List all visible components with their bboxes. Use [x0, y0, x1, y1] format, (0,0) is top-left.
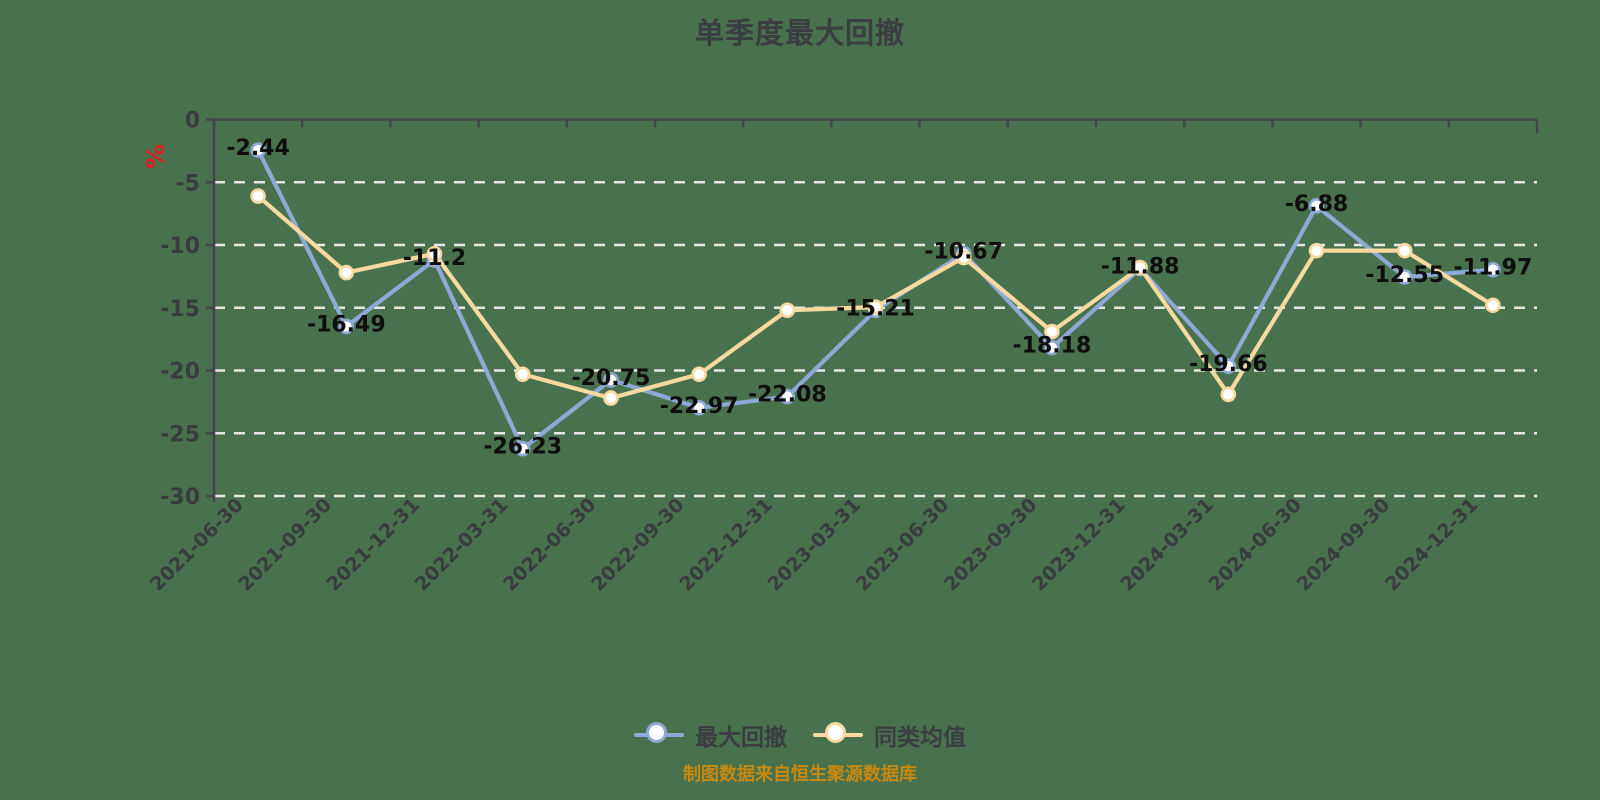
- data-point: [1396, 242, 1413, 259]
- data-label: -18.18: [1013, 334, 1092, 359]
- y-axis-label: 0: [185, 109, 200, 134]
- data-point: [867, 299, 884, 315]
- data-point: [250, 188, 266, 204]
- data-point: [514, 440, 531, 457]
- data-point: [1220, 358, 1237, 375]
- legend-line-marker-icon: [813, 720, 863, 750]
- data-label: -26.23: [483, 435, 562, 460]
- y-axis-label: -25: [160, 422, 200, 447]
- x-axis-label: 2022-06-30: [499, 494, 601, 596]
- chart-title: 单季度最大回撤: [694, 16, 905, 50]
- data-point: [779, 388, 796, 405]
- data-point: [691, 366, 707, 383]
- x-axis-label: 2023-06-30: [852, 494, 954, 596]
- y-axis-label: -5: [176, 171, 200, 196]
- data-point: [1044, 323, 1060, 340]
- legend-line-marker-icon: [634, 720, 684, 750]
- y-axis-label: -30: [160, 485, 200, 510]
- data-label: -19.66: [1189, 352, 1268, 377]
- x-axis-label: 2024-03-31: [1116, 494, 1218, 596]
- x-axis-label: 2022-12-31: [675, 494, 777, 596]
- x-axis-label: 2024-09-30: [1293, 494, 1395, 596]
- x-axis-label: 2021-09-30: [234, 494, 336, 596]
- chart-legend: 最大回撤 同类均值: [0, 718, 1600, 752]
- legend-item-category-average[interactable]: 同类均值: [813, 718, 966, 752]
- y-axis-label: -15: [160, 297, 200, 322]
- x-axis-label: 2022-03-31: [411, 494, 513, 596]
- data-label: -10.67: [924, 239, 1003, 264]
- data-source-note: 制图数据来自恒生聚源数据库: [683, 764, 917, 785]
- data-label: -11.88: [1101, 255, 1180, 280]
- data-point: [1396, 269, 1413, 285]
- data-point: [779, 302, 796, 319]
- legend-dot: [646, 722, 667, 743]
- data-point: [338, 264, 355, 281]
- data-point: [1044, 339, 1060, 356]
- x-axis-label: 2022-09-30: [587, 494, 689, 596]
- data-point: [250, 142, 266, 158]
- x-axis-label: 2024-12-31: [1381, 494, 1483, 596]
- data-point: [1308, 198, 1325, 214]
- data-point: [603, 372, 619, 388]
- x-axis-label: 2021-12-31: [323, 494, 425, 596]
- data-label: -6.88: [1285, 192, 1348, 217]
- data-point: [1485, 297, 1501, 314]
- data-label: -11.97: [1454, 256, 1533, 281]
- data-label: -2.44: [226, 136, 289, 161]
- x-axis-label: 2023-12-31: [1028, 494, 1130, 596]
- data-point: [426, 245, 443, 262]
- data-label: -11.2: [403, 246, 466, 271]
- data-point: [514, 366, 531, 383]
- data-point: [1220, 386, 1237, 403]
- x-axis-label: 2023-09-30: [940, 494, 1042, 596]
- x-axis-label: 2023-03-31: [764, 494, 866, 596]
- data-point: [1485, 261, 1501, 278]
- y-axis-label: -10: [160, 234, 200, 259]
- data-label: -20.75: [572, 366, 651, 391]
- data-label: -22.97: [660, 394, 739, 419]
- legend-label: 最大回撤: [695, 725, 787, 751]
- legend-item-max-drawdown[interactable]: 最大回撤: [634, 718, 787, 752]
- data-point: [1308, 242, 1325, 259]
- data-label: -22.08: [748, 383, 827, 408]
- data-point: [338, 318, 355, 335]
- data-label: -12.55: [1365, 263, 1444, 288]
- data-point: [1132, 259, 1148, 276]
- data-point: [691, 399, 707, 416]
- data-label: -15.21: [836, 296, 915, 321]
- data-point: [603, 390, 619, 406]
- legend-label: 同类均值: [874, 725, 966, 751]
- y-axis-label: -20: [160, 360, 200, 385]
- legend-dot: [825, 722, 846, 743]
- data-point: [955, 249, 972, 266]
- x-axis-label: 2024-06-30: [1205, 494, 1307, 596]
- data-label: -16.49: [307, 312, 386, 337]
